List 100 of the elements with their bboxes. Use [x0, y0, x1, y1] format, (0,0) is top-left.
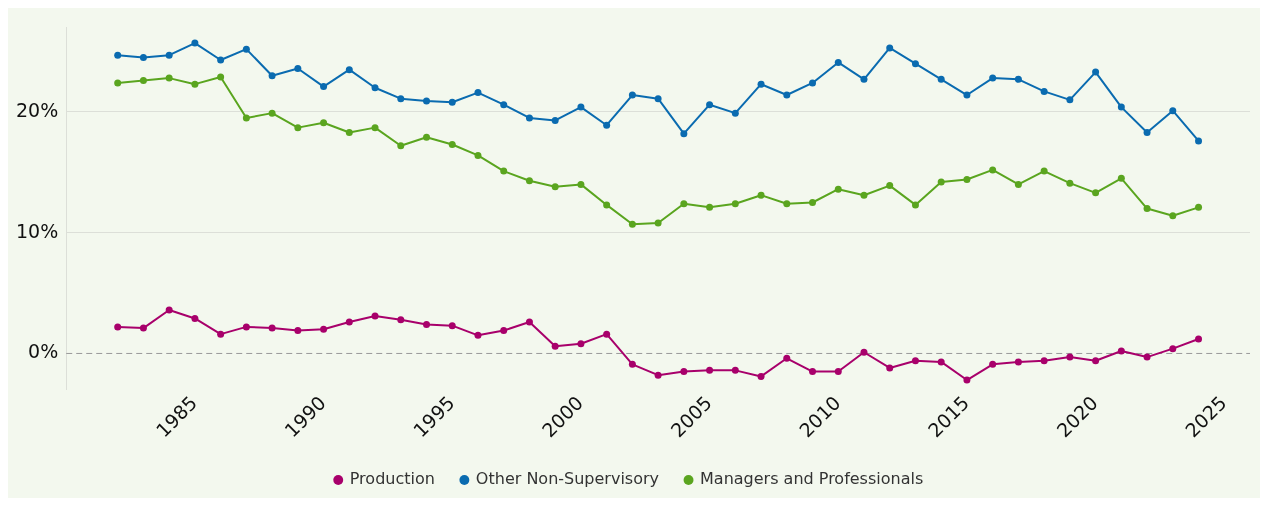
point: [371, 312, 379, 320]
point: [294, 64, 302, 72]
point: [834, 368, 842, 376]
point: [114, 51, 122, 59]
point: [1117, 174, 1125, 182]
point: [1014, 358, 1022, 366]
point: [242, 323, 250, 331]
point: [937, 75, 945, 83]
point: [628, 91, 636, 99]
point: [937, 358, 945, 366]
point: [1195, 137, 1203, 145]
point: [757, 191, 765, 199]
point: [783, 91, 791, 99]
point: [294, 327, 302, 335]
point: [809, 79, 817, 87]
point: [1040, 167, 1048, 175]
point: [937, 178, 945, 186]
point: [500, 167, 508, 175]
point: [989, 166, 997, 174]
point: [1195, 335, 1203, 343]
point: [628, 360, 636, 368]
point: [1092, 357, 1100, 365]
point: [706, 101, 714, 109]
point: [1066, 353, 1074, 361]
point: [680, 200, 688, 208]
point: [474, 331, 482, 339]
point: [577, 103, 585, 111]
legend-label: Other Non-Supervisory: [475, 469, 660, 489]
point: [809, 199, 817, 207]
point: [268, 72, 276, 80]
point: [448, 141, 456, 149]
point: [1143, 353, 1151, 361]
point: [1092, 189, 1100, 197]
point: [680, 130, 688, 138]
point: [114, 79, 122, 87]
point: [217, 73, 225, 81]
point: [165, 306, 173, 314]
point: [886, 182, 894, 190]
point: [1169, 345, 1177, 353]
point: [1066, 179, 1074, 187]
point: [320, 119, 328, 127]
point: [268, 324, 276, 332]
point: [1169, 107, 1177, 115]
point: [886, 364, 894, 372]
point: [654, 95, 662, 103]
point: [1143, 205, 1151, 213]
point: [345, 318, 353, 326]
point: [963, 176, 971, 184]
point: [139, 77, 147, 85]
point: [860, 191, 868, 199]
point: [500, 327, 508, 335]
point: [114, 323, 122, 331]
point: [1169, 212, 1177, 220]
point: [654, 371, 662, 379]
point: [1014, 180, 1022, 188]
point: [963, 91, 971, 99]
point: [191, 80, 199, 88]
point: [963, 376, 971, 384]
point: [320, 325, 328, 333]
point: [191, 39, 199, 47]
point: [1195, 203, 1203, 211]
point: [603, 201, 611, 209]
point: [397, 142, 405, 150]
point: [397, 95, 405, 103]
point: [911, 201, 919, 209]
point: [448, 98, 456, 106]
point: [783, 354, 791, 362]
point: [911, 357, 919, 365]
point: [1143, 128, 1151, 136]
point: [242, 45, 250, 53]
point: [731, 366, 739, 374]
point: [320, 83, 328, 91]
point: [551, 183, 559, 191]
point: [628, 220, 636, 228]
point: [1092, 68, 1100, 76]
point: [500, 101, 508, 109]
point: [577, 340, 585, 348]
point: [448, 322, 456, 330]
point: [834, 58, 842, 66]
point: [525, 114, 533, 122]
point: [242, 114, 250, 122]
point: [989, 360, 997, 368]
point: [371, 84, 379, 92]
point: [603, 330, 611, 338]
y-tick-label: 0%: [28, 340, 59, 363]
point: [654, 219, 662, 227]
point: [423, 320, 431, 328]
point: [551, 116, 559, 124]
point: [783, 200, 791, 208]
point: [886, 44, 894, 52]
point: [911, 60, 919, 68]
point: [731, 109, 739, 117]
point: [165, 51, 173, 59]
point: [860, 348, 868, 356]
point: [165, 74, 173, 82]
point: [139, 54, 147, 62]
point: [731, 200, 739, 208]
point: [680, 368, 688, 376]
point: [423, 133, 431, 141]
point: [397, 316, 405, 324]
